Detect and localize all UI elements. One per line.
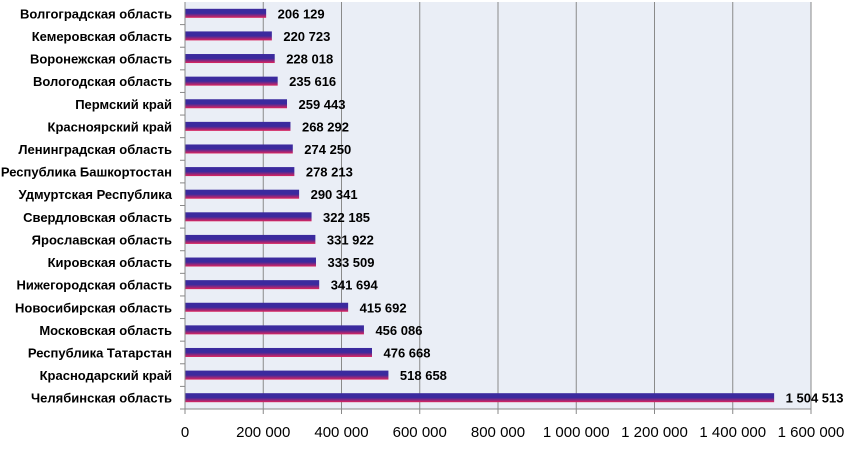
category-label: Пермский край <box>75 97 172 112</box>
labels: Волгоградская область 206 129 Кемеровская … <box>1 6 844 405</box>
bar <box>185 302 349 312</box>
bar <box>185 393 775 403</box>
x-tick-label: 1 000 000 <box>543 424 610 441</box>
bar <box>185 144 293 154</box>
category-label: Воронежская область <box>30 52 172 67</box>
bar <box>185 257 316 267</box>
category-label: Республика Башкортостан <box>1 165 172 180</box>
value-label: 518 658 <box>400 368 447 383</box>
x-tick-label: 200 000 <box>236 424 290 441</box>
value-label: 290 341 <box>311 187 358 202</box>
value-label: 278 213 <box>306 165 353 180</box>
category-label: Кировская область <box>48 255 172 270</box>
category-label: Республика Татарстан <box>28 345 172 360</box>
value-label: 331 922 <box>327 232 374 247</box>
bar <box>185 189 300 199</box>
category-label: Свердловская область <box>23 210 172 225</box>
gridlines <box>262 2 812 409</box>
bar <box>185 121 291 131</box>
value-label: 206 129 <box>278 6 325 21</box>
value-label: 259 443 <box>299 97 346 112</box>
bar <box>185 212 312 222</box>
value-label: 1 504 513 <box>786 391 844 406</box>
category-label: Ленинградская область <box>18 142 172 157</box>
x-tick-label: 1 200 000 <box>621 424 688 441</box>
value-label: 235 616 <box>289 74 336 89</box>
bar <box>185 31 272 41</box>
value-label: 333 509 <box>327 255 374 270</box>
value-label: 268 292 <box>302 119 349 134</box>
category-label: Удмуртская Республика <box>18 187 172 202</box>
x-tick-label: 1 600 000 <box>778 424 845 441</box>
value-label: 274 250 <box>304 142 351 157</box>
bar <box>185 167 295 177</box>
value-label: 456 086 <box>375 323 422 338</box>
value-label: 341 694 <box>331 278 379 293</box>
axes: 0 200 000 400 000 600 000 800 000 1 000 000 1 … <box>180 2 844 441</box>
category-label: Челябинская область <box>31 391 172 406</box>
category-label: Красноярский край <box>48 119 172 134</box>
x-tick-label: 1 400 000 <box>699 424 766 441</box>
x-tick-label: 400 000 <box>314 424 368 441</box>
category-label: Московская область <box>39 323 172 338</box>
category-label: Волгоградская область <box>20 6 172 21</box>
x-tick-label: 600 000 <box>393 424 447 441</box>
bar <box>185 370 389 380</box>
category-label: Вологодская область <box>33 74 172 89</box>
bar <box>185 280 320 290</box>
category-label: Кемеровская область <box>32 29 172 44</box>
x-tick-label: 0 <box>181 424 189 441</box>
category-label: Краснодарский край <box>40 368 172 383</box>
bar <box>185 8 267 18</box>
value-label: 476 668 <box>383 345 430 360</box>
value-label: 220 723 <box>283 29 330 44</box>
value-label: 228 018 <box>286 52 333 67</box>
bar <box>185 99 288 109</box>
value-label: 415 692 <box>360 300 407 315</box>
bar <box>185 234 316 244</box>
bar <box>185 325 364 335</box>
bar <box>185 347 372 357</box>
bars <box>185 8 775 403</box>
bar <box>185 76 278 86</box>
category-label: Ярославская область <box>32 232 172 247</box>
bar <box>185 54 275 64</box>
category-label: Нижегородская область <box>16 278 172 293</box>
x-tick-label: 800 000 <box>471 424 525 441</box>
value-label: 322 185 <box>323 210 370 225</box>
category-label: Новосибирская область <box>15 300 172 315</box>
